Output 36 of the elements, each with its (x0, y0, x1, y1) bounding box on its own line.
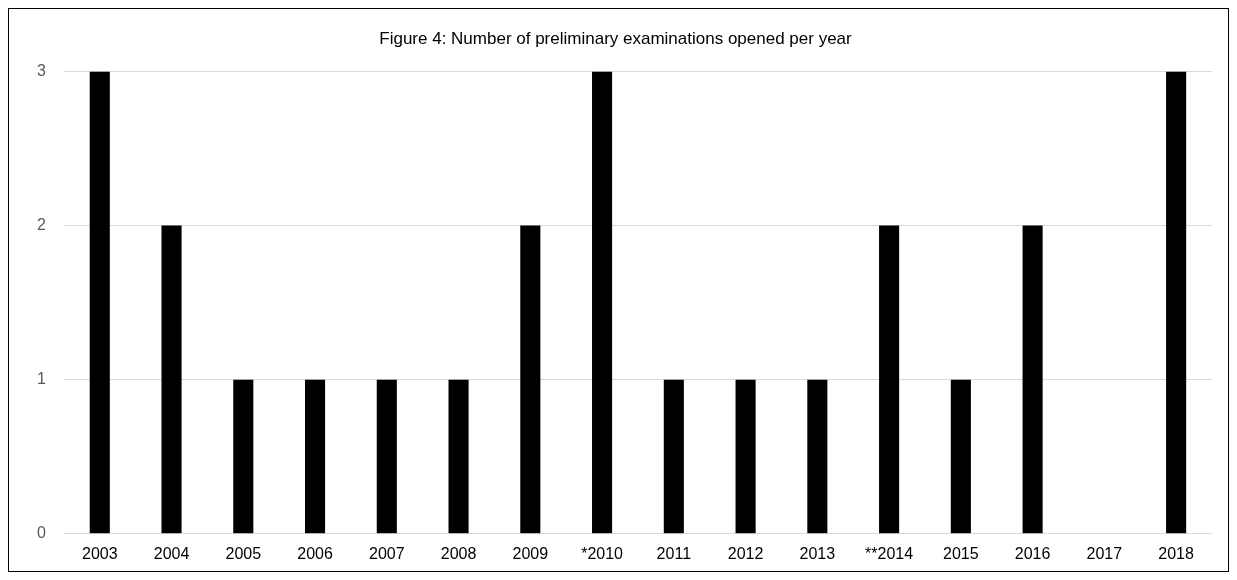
x-tick-label: 2017 (1086, 544, 1123, 562)
x-tick-label: 2006 (297, 544, 333, 562)
bar (1022, 225, 1043, 534)
x-tick-label: 2009 (512, 544, 549, 562)
bar (305, 379, 326, 534)
x-tick-label: 2015 (943, 544, 979, 562)
x-tick-label: 2013 (799, 544, 836, 562)
bar (520, 225, 541, 534)
y-tick-label: 2 (36, 215, 46, 233)
bar (663, 379, 684, 534)
bar (89, 71, 110, 534)
bar (1166, 71, 1187, 534)
bar (376, 379, 397, 534)
chart-title: Figure 4: Number of preliminary examinations opened per year (379, 28, 853, 48)
y-tick-label: 3 (36, 61, 46, 79)
bar (807, 379, 828, 534)
x-tick-label: 2003 (81, 544, 118, 562)
bar (592, 71, 613, 534)
x-tick-label: 2011 (656, 544, 692, 562)
bar (448, 379, 469, 534)
y-tick-label: 0 (36, 524, 46, 542)
x-tick-label: *2010 (581, 544, 624, 562)
x-tick-label: 2005 (225, 544, 262, 562)
bar (161, 225, 182, 534)
x-tick-label: 2016 (1014, 544, 1051, 562)
x-tick-label: 2012 (727, 544, 764, 562)
y-tick-label: 1 (36, 370, 46, 388)
x-tick-label: 2007 (369, 544, 405, 562)
x-tick-label: **2014 (865, 544, 914, 562)
bar (950, 379, 971, 534)
x-tick-label: 2004 (153, 544, 190, 562)
bar (879, 225, 900, 534)
x-tick-label: 2008 (440, 544, 477, 562)
x-tick-label: 2018 (1158, 544, 1195, 562)
bar (735, 379, 756, 534)
bar (233, 379, 254, 534)
